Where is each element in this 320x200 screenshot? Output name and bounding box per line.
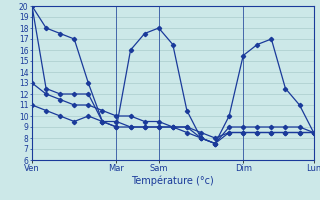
X-axis label: Température (°c): Température (°c)	[132, 176, 214, 186]
